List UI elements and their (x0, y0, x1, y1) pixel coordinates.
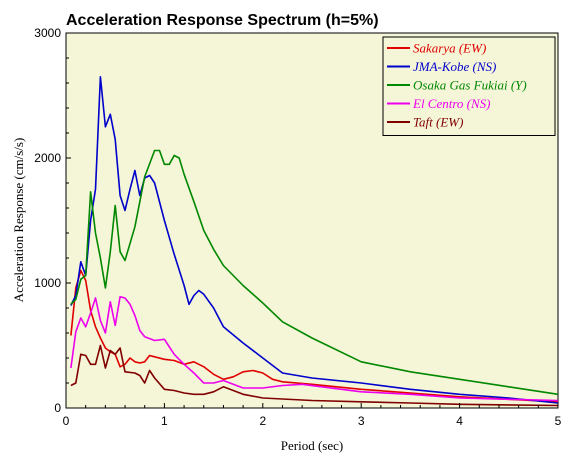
y-tick-label: 2000 (34, 151, 61, 165)
chart-title: Acceleration Response Spectrum (h=5%) (66, 12, 379, 29)
series-line-0 (70, 269, 559, 403)
axes: 0 1 2 3 4 5 0 1000 2000 3000 (34, 26, 561, 428)
x-tick-label: 4 (456, 414, 463, 428)
legend-entry: El Centro (NS) (412, 96, 491, 111)
legend: Sakarya (EW) JMA-Kobe (NS) Osaka Gas Fukia… (382, 36, 556, 136)
y-tick-label: 1000 (34, 276, 61, 290)
series-line-1 (70, 76, 559, 404)
legend-entry: Osaka Gas Fukiai (Y) (413, 78, 527, 93)
series-line-2 (70, 149, 559, 396)
legend-entry: Taft (EW) (413, 115, 463, 130)
x-tick-label: 5 (555, 414, 562, 428)
x-tick-label: 3 (358, 414, 365, 428)
x-axis-label: Period (sec) (281, 438, 343, 453)
x-tick-label: 0 (63, 414, 70, 428)
y-tick-label: 3000 (34, 26, 61, 40)
x-tick-label: 2 (259, 414, 266, 428)
series-line-4 (70, 344, 559, 407)
x-tick-label: 1 (161, 414, 168, 428)
series-lines (70, 76, 559, 407)
y-tick-label: 0 (54, 401, 61, 415)
series-line-3 (70, 296, 559, 402)
legend-entry: Sakarya (EW) (413, 41, 486, 56)
legend-box (382, 36, 556, 136)
y-axis-label: Acceleration Response (cm/s/s) (11, 138, 26, 303)
legend-entry: JMA-Kobe (NS) (413, 59, 496, 74)
